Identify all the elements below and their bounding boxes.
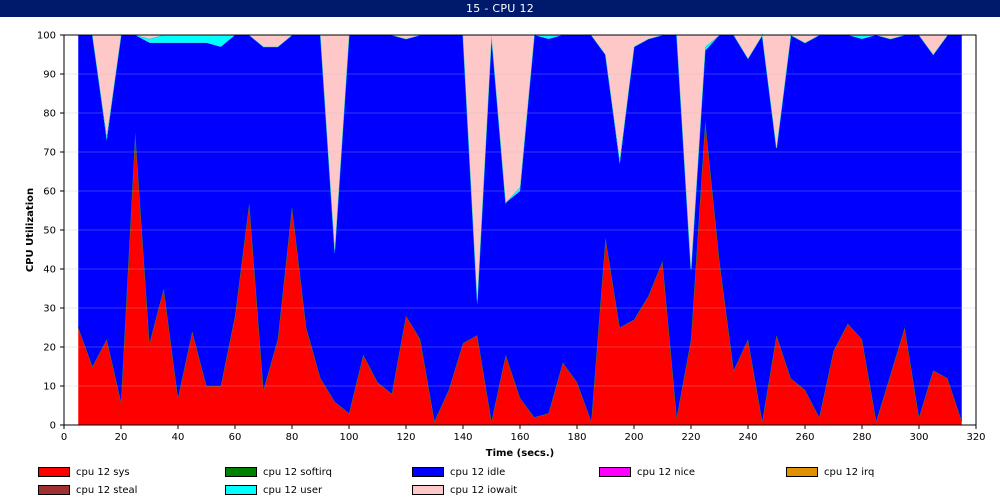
y-tick-label-40: 40 bbox=[43, 265, 56, 276]
legend-label: cpu 12 user bbox=[263, 485, 323, 496]
x-tick-label-80: 80 bbox=[286, 432, 299, 443]
area-cpu-12-iowait bbox=[78, 35, 962, 301]
legend-label: cpu 12 idle bbox=[450, 467, 506, 478]
y-tick-label-0: 0 bbox=[50, 421, 56, 432]
legend-swatch bbox=[412, 485, 444, 495]
legend-item-cpu-12-steal: cpu 12 steal bbox=[38, 485, 137, 497]
x-tick-label-280: 280 bbox=[852, 432, 871, 443]
legend-swatch bbox=[38, 467, 70, 477]
y-tick-label-80: 80 bbox=[43, 109, 56, 120]
legend-label: cpu 12 steal bbox=[76, 485, 138, 496]
legend-label: cpu 12 nice bbox=[637, 467, 696, 478]
y-tick-label-90: 90 bbox=[43, 70, 56, 81]
legend-swatch bbox=[38, 485, 70, 495]
x-tick-label-140: 140 bbox=[453, 432, 472, 443]
x-tick-label-60: 60 bbox=[229, 432, 242, 443]
x-tick-label-160: 160 bbox=[510, 432, 529, 443]
x-tick-label-40: 40 bbox=[172, 432, 185, 443]
legend-item-cpu-12-idle: cpu 12 idle bbox=[412, 467, 505, 479]
x-tick-label-320: 320 bbox=[966, 432, 985, 443]
legend-item-cpu-12-softirq: cpu 12 softirq bbox=[225, 467, 332, 479]
chart-legend: cpu 12 sys cpu 12 softirq cpu 12 idle cpu 1… bbox=[0, 460, 1000, 504]
area-cpu-12-idle bbox=[78, 35, 962, 422]
y-tick-label-20: 20 bbox=[43, 343, 56, 354]
y-tick-label-30: 30 bbox=[43, 304, 56, 315]
x-axis-label: Time (secs.) bbox=[486, 448, 555, 459]
y-tick-label-60: 60 bbox=[43, 187, 56, 198]
legend-item-cpu-12-iowait: cpu 12 iowait bbox=[412, 485, 517, 497]
legend-swatch bbox=[599, 467, 631, 477]
cpu-utilization-chart: 0 10 20 30 40 50 60 70 80 90 100 0 20 40 60 80 100 120 140… bbox=[25, 31, 986, 460]
legend-item-cpu-12-sys: cpu 12 sys bbox=[38, 467, 130, 479]
y-tick-label-50: 50 bbox=[43, 226, 56, 237]
legend-label: cpu 12 iowait bbox=[450, 485, 518, 496]
x-tick-label-220: 220 bbox=[681, 432, 700, 443]
x-tick-label-180: 180 bbox=[567, 432, 586, 443]
legend-swatch bbox=[786, 467, 818, 477]
legend-label: cpu 12 softirq bbox=[263, 467, 332, 478]
x-tick-label-200: 200 bbox=[624, 432, 643, 443]
legend-item-cpu-12-user: cpu 12 user bbox=[225, 485, 322, 497]
y-axis-label: CPU Utilization bbox=[25, 188, 36, 272]
legend-label: cpu 12 irq bbox=[824, 467, 875, 478]
window-title: 15 - CPU 12 bbox=[0, 0, 1000, 17]
legend-swatch bbox=[412, 467, 444, 477]
y-tick-label-10: 10 bbox=[43, 382, 56, 393]
legend-item-cpu-12-nice: cpu 12 nice bbox=[599, 467, 695, 479]
x-tick-label-260: 260 bbox=[795, 432, 814, 443]
legend-swatch bbox=[225, 485, 257, 495]
area-cpu-12-sys bbox=[78, 120, 962, 426]
x-tick-label-20: 20 bbox=[115, 432, 128, 443]
y-tick-label-100: 100 bbox=[37, 31, 56, 42]
x-tick-label-120: 120 bbox=[396, 432, 415, 443]
legend-swatch bbox=[225, 467, 257, 477]
x-tick-label-240: 240 bbox=[738, 432, 757, 443]
legend-label: cpu 12 sys bbox=[76, 467, 130, 478]
y-tick-label-70: 70 bbox=[43, 148, 56, 159]
x-tick-label-0: 0 bbox=[61, 432, 67, 443]
legend-item-cpu-12-irq: cpu 12 irq bbox=[786, 467, 874, 479]
x-tick-label-300: 300 bbox=[909, 432, 928, 443]
x-tick-label-100: 100 bbox=[339, 432, 358, 443]
